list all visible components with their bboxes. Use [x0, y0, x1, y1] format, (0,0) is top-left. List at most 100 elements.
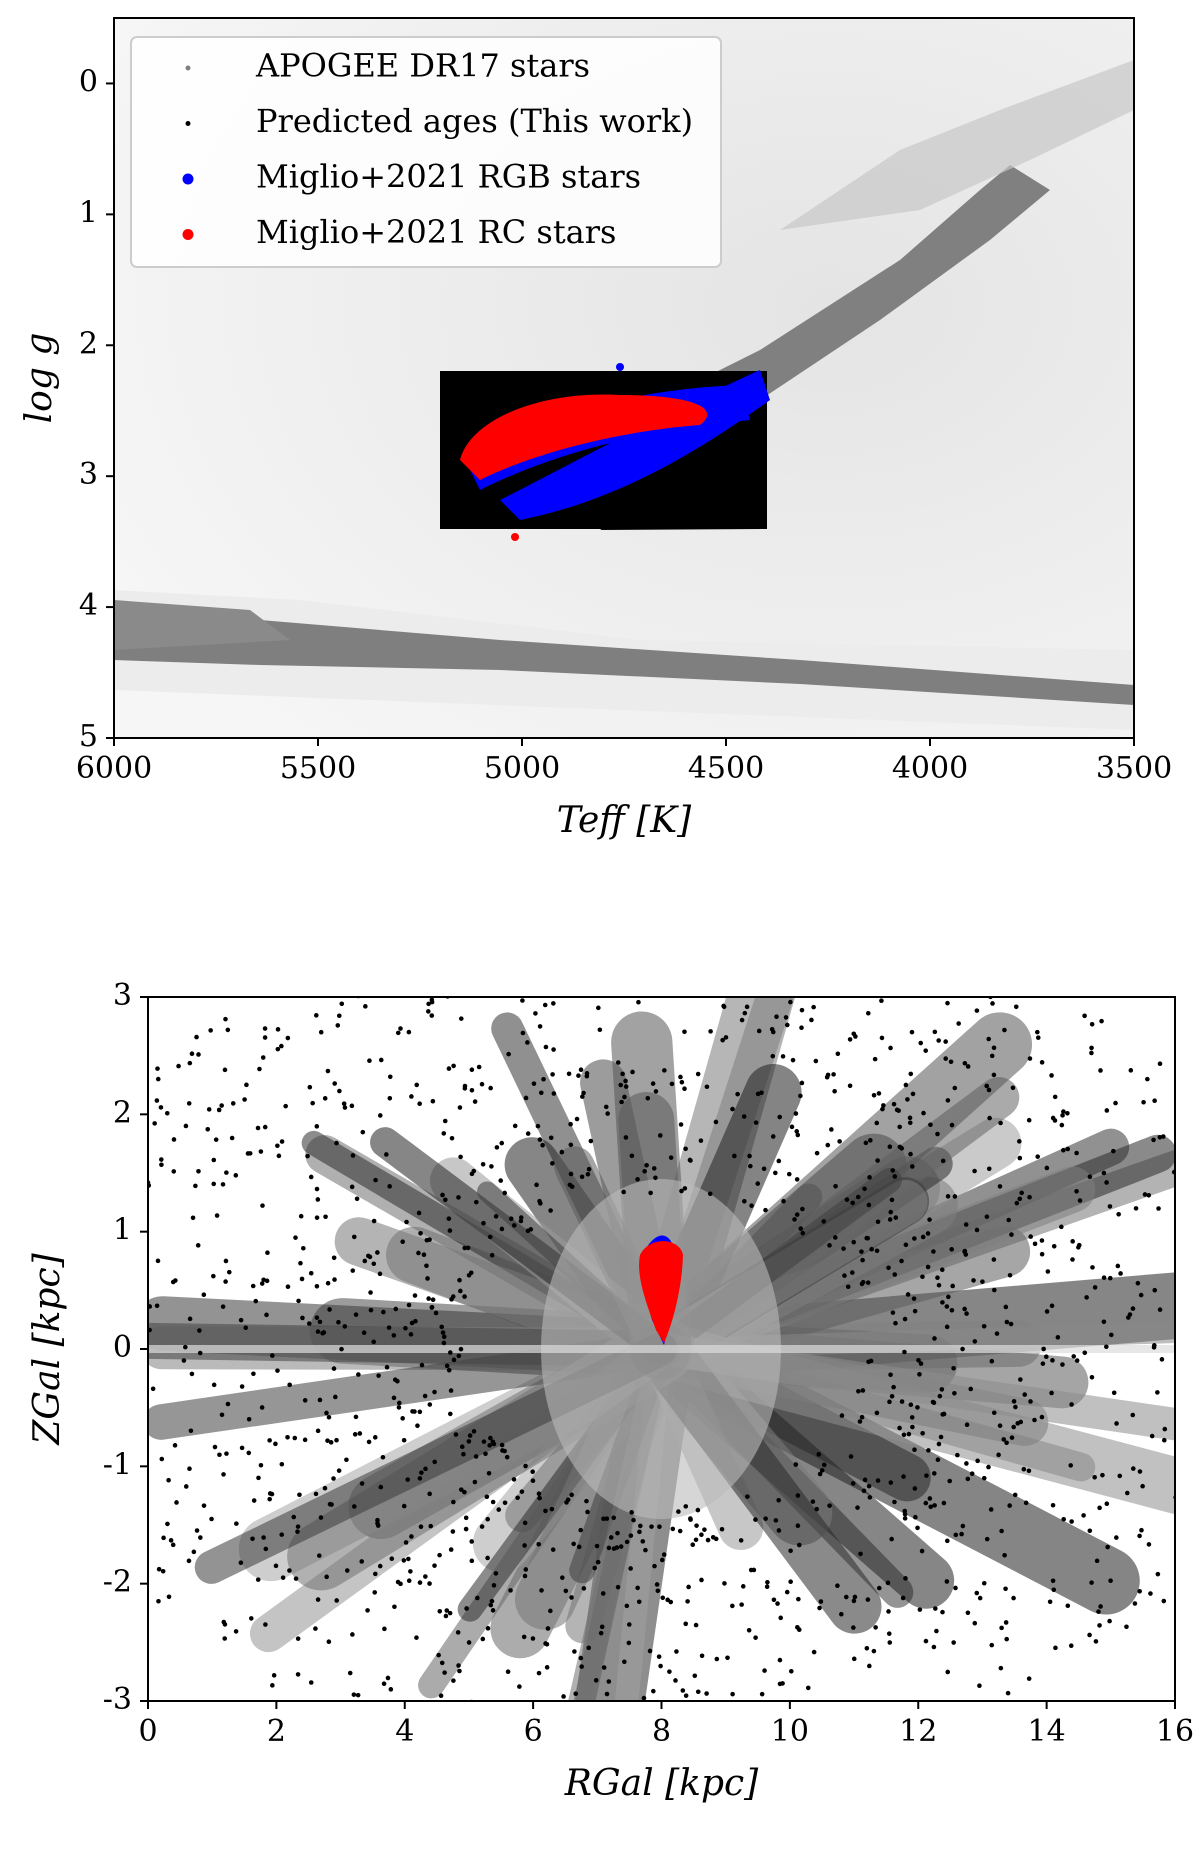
density-dot — [347, 1670, 353, 1676]
density-dot — [899, 1399, 905, 1404]
density-dot — [751, 1567, 757, 1573]
density-dot — [868, 1138, 873, 1143]
density-dot — [631, 1517, 636, 1523]
density-dot — [1032, 1241, 1038, 1247]
density-dot — [765, 1579, 770, 1585]
legend-label: Miglio+2021 RC stars — [256, 213, 616, 251]
density-dot — [295, 1636, 301, 1641]
density-dot — [350, 1632, 355, 1637]
density-dot — [989, 964, 994, 969]
density-dot — [94, 1422, 99, 1427]
density-dot — [821, 1219, 827, 1224]
density-dot — [367, 1058, 372, 1064]
density-dot — [488, 1085, 493, 1091]
density-dot — [800, 1230, 806, 1236]
density-dot — [811, 1004, 816, 1010]
density-dot — [314, 1186, 320, 1192]
density-dot — [1028, 1234, 1033, 1239]
density-dot — [959, 1531, 964, 1537]
density-dot — [212, 1444, 218, 1450]
density-dot — [362, 1744, 367, 1749]
density-dot — [384, 1364, 390, 1370]
density-dot — [682, 1806, 687, 1811]
density-dot — [945, 1538, 950, 1544]
density-dot — [430, 1297, 436, 1303]
density-dot — [275, 1027, 281, 1032]
density-dot — [124, 1484, 129, 1489]
density-dot — [1027, 1056, 1033, 1061]
density-dot — [901, 1474, 906, 1479]
density-dot — [1000, 979, 1005, 984]
density-dot — [580, 1094, 585, 1099]
density-dot — [955, 1452, 960, 1458]
density-dot — [1193, 1198, 1198, 1203]
density-dot — [523, 946, 528, 951]
density-dot — [604, 1516, 610, 1521]
density-dot — [835, 1583, 840, 1589]
density-dot — [810, 1499, 816, 1504]
density-dot — [377, 1113, 383, 1118]
density-dot — [776, 1158, 782, 1164]
density-dot — [740, 1745, 745, 1750]
density-dot — [539, 1588, 544, 1593]
density-dot — [693, 1537, 699, 1543]
density-dot — [377, 1271, 383, 1277]
density-dot — [1092, 1474, 1097, 1480]
density-dot — [566, 1071, 572, 1077]
density-dot — [1189, 1354, 1194, 1359]
density-dot — [122, 1154, 127, 1159]
density-dot — [599, 909, 604, 914]
density-dot — [915, 1405, 920, 1410]
density-dot — [401, 1503, 407, 1509]
density-dot — [426, 1001, 431, 1007]
density-dot — [520, 1789, 525, 1794]
density-dot — [122, 1201, 127, 1206]
legend-box — [130, 36, 722, 268]
density-dot — [1151, 1345, 1157, 1350]
density-dot — [888, 1209, 894, 1215]
density-dot — [496, 1507, 502, 1512]
density-dot — [850, 1200, 856, 1206]
density-dot — [490, 1439, 496, 1445]
density-dot — [170, 1279, 176, 1285]
density-dot — [473, 1454, 479, 1459]
density-dot — [572, 1649, 577, 1654]
density-dot — [322, 1485, 328, 1491]
density-dot — [508, 1588, 513, 1593]
density-dot — [368, 1290, 373, 1295]
density-dot — [989, 1642, 995, 1648]
density-dot — [327, 1307, 332, 1312]
density-dot — [752, 1710, 757, 1715]
density-dot — [473, 1199, 479, 1205]
density-dot — [417, 1101, 422, 1106]
density-dot — [730, 929, 735, 934]
density-dot — [589, 1722, 594, 1727]
density-dot — [670, 1526, 676, 1532]
density-dot — [260, 1055, 266, 1060]
density-dot — [154, 1098, 160, 1103]
density-dot — [315, 1597, 321, 1602]
density-dot — [543, 1044, 549, 1050]
density-dot — [442, 1719, 447, 1724]
density-dot — [1082, 1350, 1088, 1356]
density-dot — [1003, 1304, 1009, 1310]
density-dot — [351, 1692, 357, 1697]
density-dot — [83, 1467, 88, 1472]
density-dot — [213, 1137, 219, 1142]
density-dot — [438, 1693, 444, 1698]
density-dot — [1040, 1361, 1046, 1366]
density-dot — [447, 1610, 453, 1616]
density-dot — [984, 943, 989, 948]
density-dot — [1006, 962, 1011, 967]
density-dot — [264, 1278, 270, 1284]
density-dot — [775, 1601, 780, 1606]
density-dot — [770, 899, 775, 904]
density-dot — [889, 1197, 895, 1203]
density-dot — [633, 1739, 638, 1744]
density-dot — [623, 1078, 628, 1084]
density-dot — [404, 1219, 409, 1225]
x-tick-label: 4500 — [688, 751, 764, 786]
density-dot — [181, 1358, 187, 1363]
density-dot — [467, 1433, 473, 1438]
density-dot — [900, 1595, 906, 1601]
